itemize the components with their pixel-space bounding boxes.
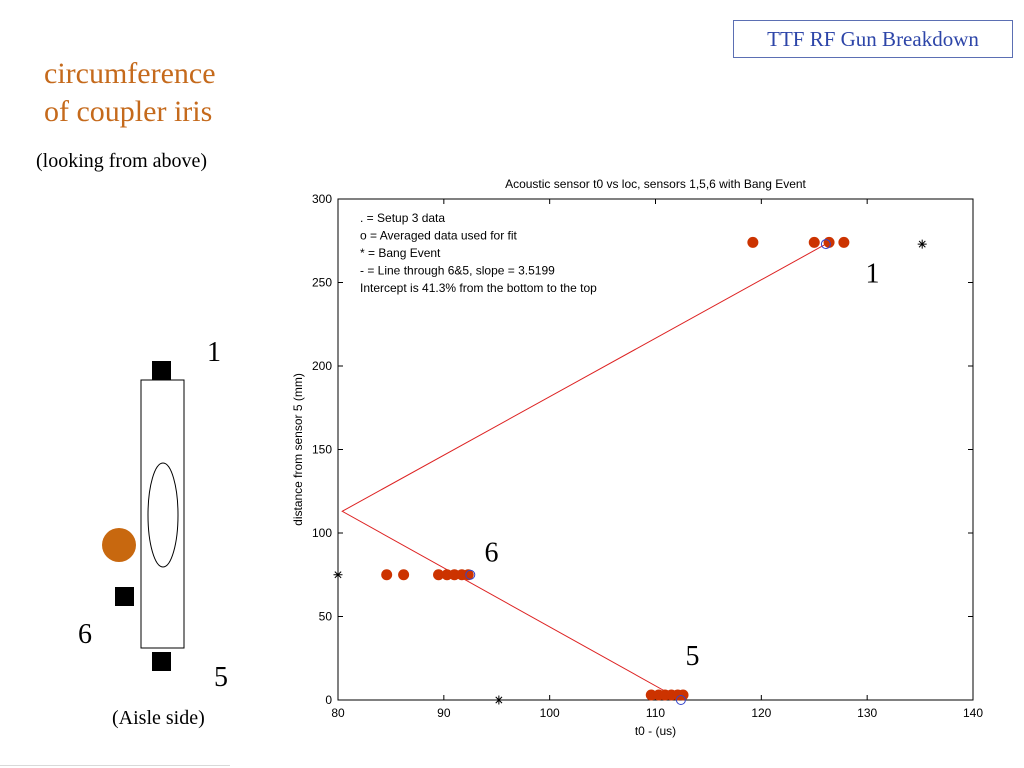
legend-line: * = Bang Event (360, 246, 441, 260)
data-point-bang-event (917, 239, 927, 249)
fit-line (341, 243, 827, 701)
y-tick-label: 50 (319, 610, 333, 624)
x-tick-label: 130 (857, 706, 877, 720)
y-tick-label: 300 (312, 192, 332, 206)
data-point-averaged (675, 695, 686, 705)
y-tick-label: 200 (312, 359, 332, 373)
bang-event-marker (102, 528, 136, 562)
sensor-5-label: 5 (214, 662, 228, 693)
y-tick-label: 100 (312, 526, 332, 540)
data-point-setup3 (823, 236, 835, 248)
slide-title: circumference of coupler iris (44, 55, 216, 131)
x-tick-label: 100 (540, 706, 560, 720)
slide-title-line1: circumference (44, 57, 216, 90)
y-axis-label: distance from sensor 5 (mm) (291, 373, 305, 526)
data-point-bang-event (494, 695, 504, 705)
chart-title: Acoustic sensor t0 vs loc, sensors 1,5,6… (505, 177, 806, 191)
coupler-diagram: 1 6 5 (78, 337, 228, 693)
data-point-setup3 (462, 569, 474, 581)
coupler-iris (147, 462, 179, 568)
data-point-averaged (820, 239, 831, 250)
slide-title-line2: of coupler iris (44, 95, 213, 128)
sensor-annotation: 5 (686, 641, 700, 672)
aisle-side-label: (Aisle side) (112, 707, 205, 729)
sensor-1-marker (152, 361, 171, 380)
x-tick-label: 120 (751, 706, 771, 720)
sensor-1-label: 1 (207, 337, 221, 368)
data-point-setup3 (677, 689, 689, 701)
slide-badge: TTF RF Gun Breakdown (733, 20, 1013, 58)
legend-line: . = Setup 3 data (360, 211, 445, 225)
y-tick-label: 150 (312, 443, 332, 457)
y-tick-label: 250 (312, 276, 332, 290)
x-tick-label: 140 (963, 706, 983, 720)
sensor-annotation: 6 (484, 537, 498, 568)
data-point-setup3 (433, 569, 445, 581)
x-tick-label: 110 (646, 706, 665, 720)
x-tick-label: 90 (437, 706, 451, 720)
legend-line: Intercept is 41.3% from the bottom to th… (360, 281, 597, 295)
sensor-6-marker (115, 587, 134, 606)
legend-line: o = Averaged data used for fit (360, 229, 518, 243)
data-point-bang-event (333, 570, 343, 580)
sensor-6-label: 6 (78, 619, 92, 650)
data-point-setup3 (381, 569, 393, 581)
sensor-annotation: 1 (865, 259, 879, 290)
data-point-averaged (465, 569, 476, 580)
data-point-setup3 (747, 236, 759, 248)
data-point-setup3 (808, 236, 820, 248)
slide-subtitle: (looking from above) (36, 150, 208, 172)
y-tick-label: 0 (325, 693, 332, 707)
x-tick-label: 80 (331, 706, 345, 720)
legend-line: - = Line through 6&5, slope = 3.5199 (360, 264, 555, 278)
bottom-divider (0, 765, 230, 766)
x-axis-label: t0 - (us) (635, 724, 676, 738)
sensor-5-marker (152, 652, 171, 671)
data-point-setup3 (838, 236, 850, 248)
data-point-setup3 (398, 569, 410, 581)
